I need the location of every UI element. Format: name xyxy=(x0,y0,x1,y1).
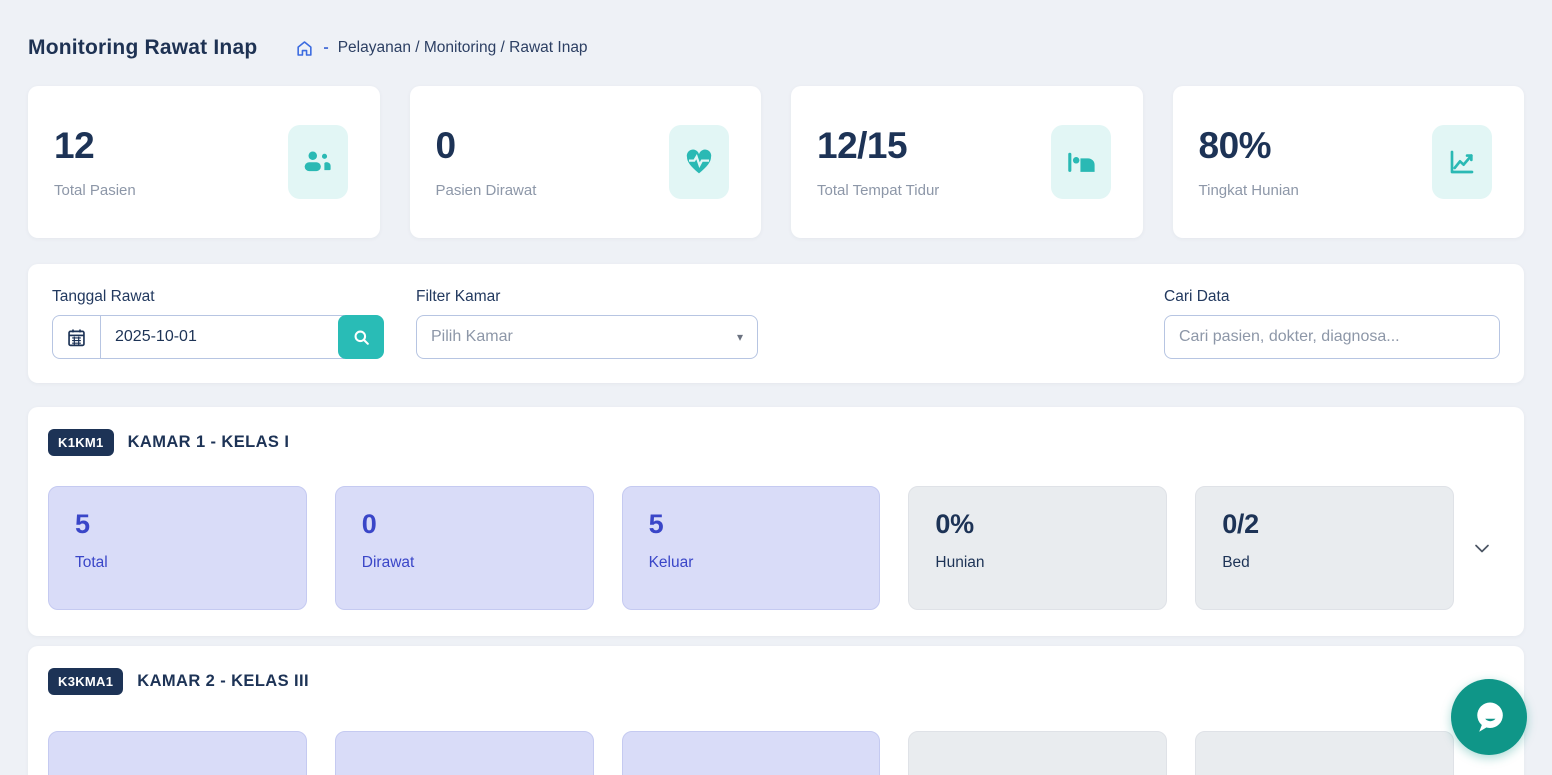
breadcrumb-separator: - xyxy=(323,39,329,56)
mini-value: 0 xyxy=(361,509,377,539)
stats-row: 12 Total Pasien 0 Pasien Dirawat xyxy=(28,86,1524,238)
stat-text: 80% Tingkat Hunian xyxy=(1199,125,1299,199)
room-card-kamar-2: K3KMA1 KAMAR 2 - KELAS III xyxy=(28,646,1524,775)
stat-card-pasien-dirawat: 0 Pasien Dirawat xyxy=(409,86,761,238)
room-filter-group: Filter Kamar Pilih Kamar ▾ xyxy=(416,288,758,359)
mini-value: 5 xyxy=(648,509,664,539)
breadcrumb: - Pelayanan / Monitoring / Rawat Inap xyxy=(295,39,588,58)
search-label: Cari Data xyxy=(1164,288,1230,305)
room-filter-placeholder: Pilih Kamar xyxy=(431,328,513,345)
heart-pulse-icon xyxy=(669,125,729,199)
room-expand-button[interactable] xyxy=(1460,526,1504,570)
stat-card-total-pasien: 12 Total Pasien xyxy=(28,86,380,238)
chevron-down-icon xyxy=(1475,544,1489,553)
stat-text: 0 Pasien Dirawat xyxy=(436,125,537,199)
mini-label: Dirawat xyxy=(361,554,415,571)
room-stat-dirawat: 0 Dirawat xyxy=(334,486,594,610)
room-stat-bed xyxy=(1195,731,1454,775)
mini-value: 0/2 xyxy=(1222,509,1259,539)
home-icon[interactable] xyxy=(295,39,314,58)
breadcrumb-path: Pelayanan / Monitoring / Rawat Inap xyxy=(337,39,588,56)
room-filter-label: Filter Kamar xyxy=(416,288,501,305)
stat-label: Pasien Dirawat xyxy=(435,182,537,199)
room-filter-select[interactable]: Pilih Kamar ▾ xyxy=(416,315,758,359)
room-body xyxy=(48,731,1504,775)
page-header: Monitoring Rawat Inap - Pelayanan / Moni… xyxy=(28,0,1524,60)
mini-value: 5 xyxy=(75,509,90,539)
room-stat-total: 5 Total xyxy=(48,486,307,610)
date-filter-label: Tanggal Rawat xyxy=(52,288,155,305)
caret-down-icon: ▾ xyxy=(736,330,743,344)
filter-card: Tanggal Rawat xyxy=(28,264,1524,383)
calendar-icon xyxy=(52,315,100,359)
room-stat-hunian xyxy=(908,731,1168,775)
stat-text: 12 Total Pasien xyxy=(54,125,136,199)
room-stats-grid xyxy=(48,731,1454,775)
date-input-group xyxy=(52,315,384,359)
stat-label: Tingkat Hunian xyxy=(1198,182,1299,199)
room-stat-dirawat xyxy=(334,731,594,775)
stat-label: Total Pasien xyxy=(54,182,136,199)
users-icon xyxy=(287,125,348,199)
date-filter-group: Tanggal Rawat xyxy=(52,288,384,359)
room-stat-hunian: 0% Hunian xyxy=(908,486,1168,610)
room-stat-keluar xyxy=(621,731,881,775)
stat-text: 12/15 Total Tempat Tidur xyxy=(817,125,939,199)
date-input[interactable] xyxy=(100,315,344,359)
stat-value: 12 xyxy=(54,125,95,166)
stat-label: Total Tempat Tidur xyxy=(817,182,940,199)
mini-value: 0% xyxy=(935,509,974,539)
stat-card-total-tempat-tidur: 12/15 Total Tempat Tidur xyxy=(791,86,1143,238)
search-group: Cari Data xyxy=(1164,288,1500,359)
room-code-badge: K1KM1 xyxy=(48,429,114,456)
room-stat-keluar: 5 Keluar xyxy=(621,486,881,610)
room-card-kamar-1: K1KM1 KAMAR 1 - KELAS I 5 Total 0 Dirawa… xyxy=(28,407,1524,636)
room-stats-grid: 5 Total 0 Dirawat 5 Keluar 0% Hunian 0/2 xyxy=(48,486,1454,610)
mini-label: Keluar xyxy=(648,554,694,571)
room-name: KAMAR 2 - KELAS III xyxy=(137,672,309,690)
bed-icon xyxy=(1050,125,1111,199)
mini-label: Total xyxy=(75,554,108,571)
search-input[interactable] xyxy=(1164,315,1500,359)
stat-card-tingkat-hunian: 80% Tingkat Hunian xyxy=(1172,86,1524,238)
room-header: K3KMA1 KAMAR 2 - KELAS III xyxy=(48,668,1504,695)
stat-value: 0 xyxy=(435,125,457,166)
chart-line-icon xyxy=(1432,125,1492,199)
room-expand-button[interactable] xyxy=(1460,771,1504,775)
room-header: K1KM1 KAMAR 1 - KELAS I xyxy=(48,429,1504,456)
mini-label: Hunian xyxy=(935,554,985,571)
stat-value: 12/15 xyxy=(817,125,908,166)
room-stat-bed: 0/2 Bed xyxy=(1195,486,1454,610)
mini-label: Bed xyxy=(1222,554,1250,571)
chat-button[interactable] xyxy=(1451,679,1527,755)
room-stat-total xyxy=(48,731,307,775)
stat-value: 80% xyxy=(1198,125,1272,166)
chat-bubble-icon xyxy=(1477,702,1503,732)
room-body: 5 Total 0 Dirawat 5 Keluar 0% Hunian 0/2 xyxy=(48,486,1504,610)
page-title: Monitoring Rawat Inap xyxy=(28,36,258,59)
date-search-button[interactable] xyxy=(338,315,384,359)
room-name: KAMAR 1 - KELAS I xyxy=(127,433,290,451)
room-code-badge: K3KMA1 xyxy=(48,668,124,695)
